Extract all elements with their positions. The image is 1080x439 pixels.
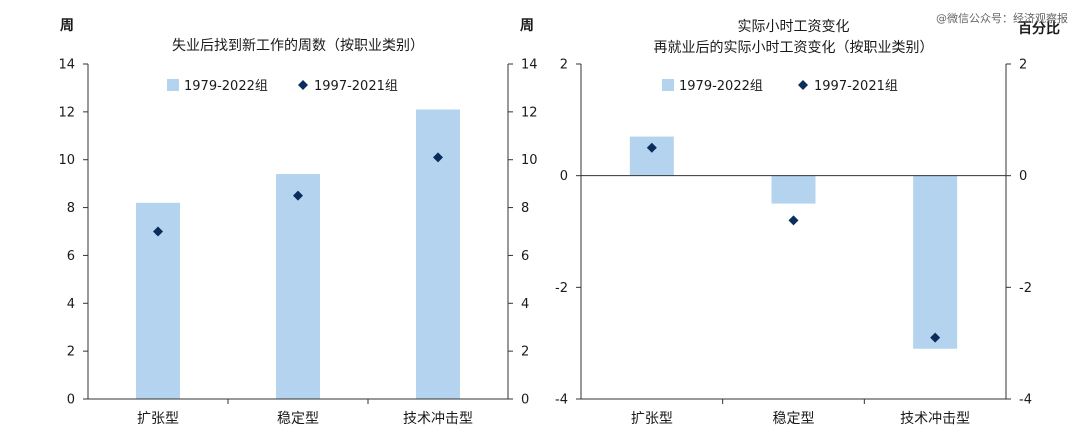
bar — [629, 136, 674, 176]
y-tick-label-right: 0 — [1019, 169, 1027, 184]
y-tick-label-left: -2 — [555, 281, 568, 296]
y-tick-label-left: 4 — [67, 297, 75, 312]
data-point — [153, 226, 163, 237]
legend-swatch-marker — [798, 80, 808, 90]
bar — [771, 175, 816, 204]
y-tick-label-left: 0 — [560, 169, 568, 184]
bar — [913, 175, 958, 349]
legend-label: 1997-2021组 — [314, 79, 398, 94]
y-tick-label-left: 2 — [67, 345, 75, 360]
x-tick-label: 扩张型 — [631, 411, 673, 427]
y-tick-label-right: 0 — [521, 393, 529, 408]
y-tick-label-right: -4 — [1019, 393, 1032, 408]
data-point — [930, 332, 941, 343]
y-unit-left: 周 — [60, 18, 74, 34]
y-tick-label-right: 2 — [1019, 58, 1027, 73]
y-tick-label-left: 10 — [58, 153, 75, 168]
y-tick-label-left: 2 — [560, 58, 568, 73]
legend-label: 1979-2022组 — [184, 79, 268, 94]
y-unit-right: 百分比 — [1018, 20, 1060, 37]
x-tick-label: 技术冲击型 — [900, 411, 970, 427]
data-point — [788, 215, 799, 226]
y-tick-label-left: -4 — [555, 393, 568, 408]
y-unit-right: 周 — [520, 18, 534, 34]
legend-swatch-bar — [167, 79, 179, 91]
x-tick-label: 稳定型 — [277, 411, 319, 427]
y-tick-label-right: 10 — [521, 153, 538, 168]
y-tick-label-right: 12 — [521, 105, 538, 120]
data-point — [646, 142, 657, 153]
y-tick-label-right: 4 — [521, 297, 529, 312]
y-tick-label-left: 8 — [67, 201, 75, 216]
legend-label: 1979-2022组 — [679, 79, 763, 94]
x-tick-label: 稳定型 — [773, 411, 815, 427]
legend-swatch-bar — [662, 79, 674, 91]
y-tick-label-left: 0 — [67, 393, 75, 408]
bar — [276, 174, 320, 399]
chart-title: 实际小时工资变化 — [738, 19, 850, 35]
y-tick-label-right: 6 — [521, 249, 529, 264]
legend-label: 1997-2021组 — [814, 79, 898, 94]
y-tick-label-right: 2 — [521, 345, 529, 360]
y-tick-label-left: 14 — [58, 58, 75, 73]
x-tick-label: 技术冲击型 — [403, 411, 473, 427]
legend-swatch-marker — [298, 80, 308, 90]
y-tick-label-right: 8 — [521, 201, 529, 216]
y-tick-label-right: -2 — [1019, 281, 1032, 296]
x-tick-label: 扩张型 — [137, 411, 179, 427]
data-point — [433, 152, 443, 163]
data-point — [293, 190, 303, 201]
chart-title: 失业后找到新工作的周数（按职业类别） — [172, 38, 424, 54]
y-tick-label-left: 6 — [67, 249, 75, 264]
watermark: @微信公众号：经济观察报 — [936, 12, 1068, 25]
y-tick-label-left: 12 — [58, 105, 75, 120]
y-tick-label-right: 14 — [521, 58, 538, 73]
chart-subtitle: 再就业后的实际小时工资变化（按职业类别） — [654, 40, 934, 56]
